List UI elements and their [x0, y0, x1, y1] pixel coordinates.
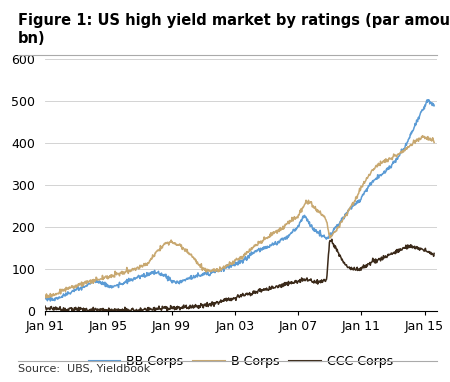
B Corps — [291, 216, 296, 221]
Text: bn): bn) — [18, 31, 45, 45]
CCC Corps — [329, 237, 334, 241]
CCC Corps — [338, 256, 344, 260]
CCC Corps — [42, 304, 48, 308]
CCC Corps — [269, 286, 274, 291]
BB Corps — [48, 299, 53, 303]
B Corps — [269, 233, 274, 237]
BB Corps — [426, 97, 431, 102]
Line: CCC Corps: CCC Corps — [45, 239, 434, 313]
B Corps — [378, 159, 383, 163]
BB Corps — [338, 219, 343, 223]
BB Corps — [291, 227, 296, 231]
BB Corps — [279, 237, 284, 241]
CCC Corps — [279, 282, 284, 286]
B Corps — [338, 220, 343, 225]
BB Corps — [67, 291, 72, 295]
Line: BB Corps: BB Corps — [45, 100, 434, 301]
BB Corps — [269, 243, 274, 248]
B Corps — [432, 140, 437, 145]
BB Corps — [378, 173, 383, 177]
B Corps — [279, 227, 284, 231]
CCC Corps — [66, 307, 72, 312]
B Corps — [42, 293, 48, 298]
CCC Corps — [378, 256, 384, 260]
Text: Source:  UBS, Yieldbook: Source: UBS, Yieldbook — [18, 364, 150, 374]
B Corps — [420, 133, 425, 138]
CCC Corps — [85, 311, 90, 315]
B Corps — [43, 296, 49, 300]
Legend: BB Corps, B Corps, CCC Corps: BB Corps, B Corps, CCC Corps — [84, 350, 398, 373]
B Corps — [67, 285, 72, 289]
CCC Corps — [432, 251, 437, 256]
Line: B Corps: B Corps — [45, 136, 434, 298]
BB Corps — [432, 104, 437, 108]
Text: Figure 1: US high yield market by ratings (par amounts, $: Figure 1: US high yield market by rating… — [18, 13, 450, 28]
CCC Corps — [291, 280, 296, 285]
BB Corps — [42, 294, 48, 298]
